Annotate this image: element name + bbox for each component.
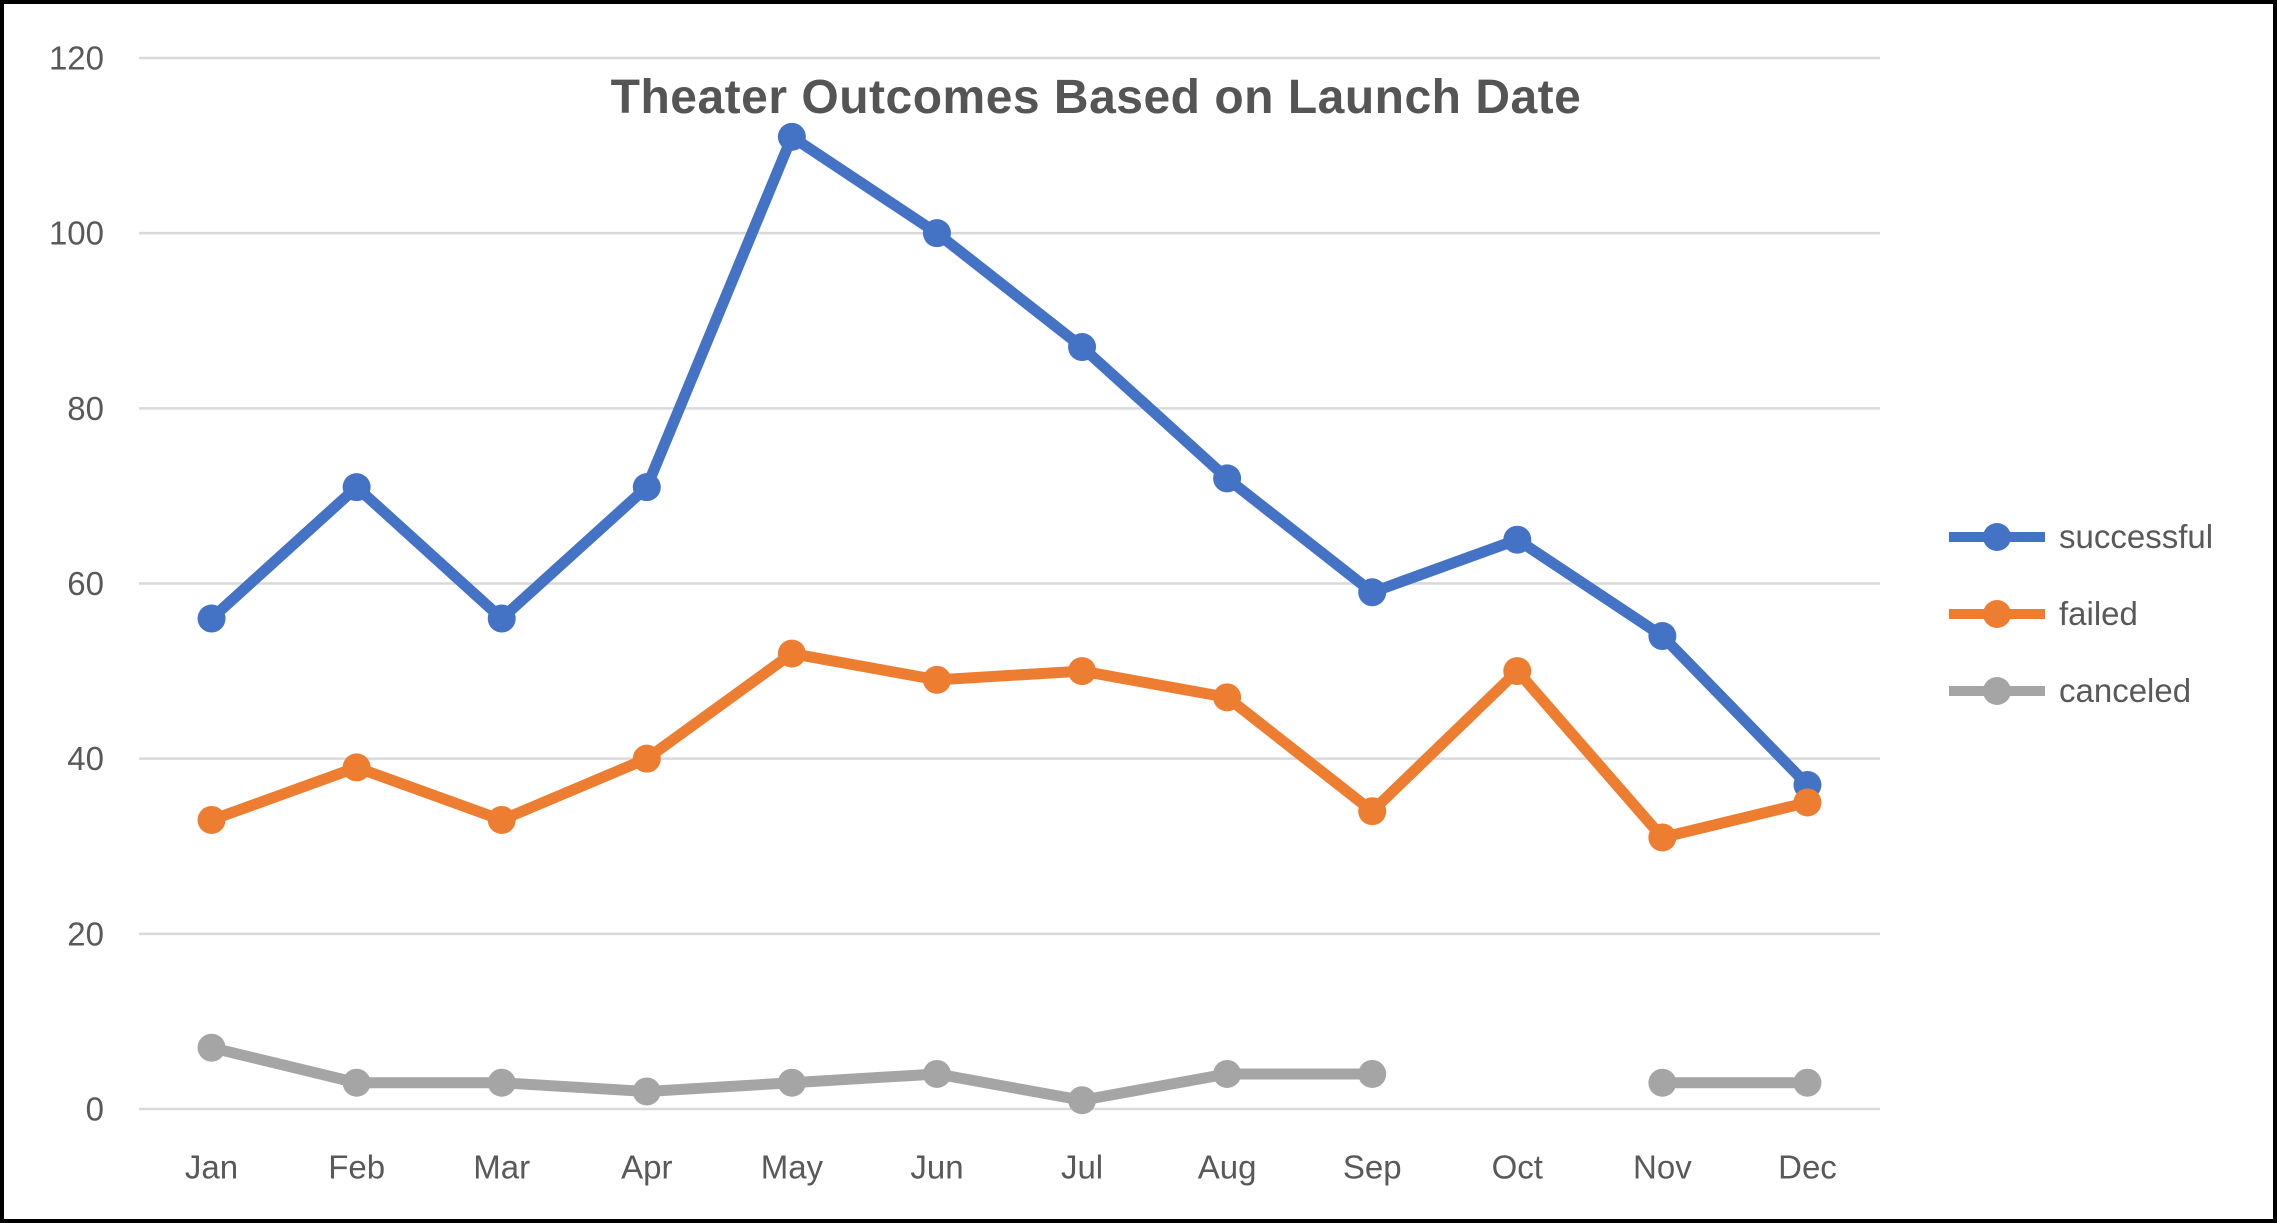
failed-point-feb <box>342 753 371 782</box>
successful-point-sep <box>1358 578 1387 607</box>
y-tick-20: 20 <box>67 915 104 952</box>
canceled-point-apr <box>632 1077 661 1106</box>
failed-legend-marker-icon <box>1949 600 2045 628</box>
legend-item-failed[interactable]: failed <box>1949 590 2213 638</box>
canceled-legend-marker-icon <box>1949 677 2045 705</box>
canceled-point-nov <box>1648 1068 1677 1097</box>
x-label-sep: Sep <box>1343 1149 1402 1186</box>
canceled-point-mar <box>487 1068 516 1097</box>
y-tick-0: 0 <box>86 1091 104 1128</box>
canceled-point-aug <box>1213 1059 1242 1088</box>
successful-point-feb <box>342 473 371 502</box>
failed-line <box>206 648 1813 843</box>
plot-area: 0 20 40 60 80 100 120 Jan Feb Mar Apr May Jun Jul Aug S… <box>49 40 1880 1186</box>
successful-line <box>206 131 1813 791</box>
failed-point-jan <box>197 805 226 834</box>
failed-point-jun <box>922 665 951 694</box>
canceled-point-jul <box>1068 1086 1097 1115</box>
x-label-jul: Jul <box>1061 1149 1103 1186</box>
canceled-point-feb <box>342 1068 371 1097</box>
failed-point-aug <box>1213 683 1242 712</box>
failed-point-mar <box>487 805 516 834</box>
successful-point-may <box>777 122 806 151</box>
legend-item-successful[interactable]: successful <box>1949 513 2213 561</box>
successful-point-mar <box>487 604 516 633</box>
failed-point-apr <box>632 744 661 773</box>
successful-point-apr <box>632 473 661 502</box>
canceled-point-sep <box>1358 1059 1387 1088</box>
failed-point-sep <box>1358 797 1387 826</box>
y-tick-60: 60 <box>67 565 104 602</box>
y-tick-120: 120 <box>49 40 104 77</box>
y-tick-100: 100 <box>49 215 104 252</box>
successful-point-jul <box>1068 333 1097 362</box>
failed-point-dec <box>1793 788 1822 817</box>
failed-point-oct <box>1503 657 1532 686</box>
canceled-point-dec <box>1793 1068 1822 1097</box>
x-label-nov: Nov <box>1633 1149 1692 1186</box>
successful-legend-marker-icon <box>1949 523 2045 551</box>
y-tick-40: 40 <box>67 740 104 777</box>
failed-point-nov <box>1648 823 1677 852</box>
y-tick-80: 80 <box>67 390 104 427</box>
x-label-jan: Jan <box>185 1149 238 1186</box>
x-label-oct: Oct <box>1492 1149 1543 1186</box>
legend-label-canceled: canceled <box>2059 672 2192 709</box>
successful-point-jun <box>922 219 951 248</box>
successful-point-jan <box>197 604 226 633</box>
legend-item-canceled[interactable]: canceled <box>1949 667 2213 715</box>
x-label-dec: Dec <box>1778 1149 1837 1186</box>
x-label-may: May <box>761 1149 824 1186</box>
x-label-feb: Feb <box>328 1149 385 1186</box>
chart-title: Theater Outcomes Based on Launch Date <box>610 71 1582 124</box>
failed-point-jul <box>1068 657 1097 686</box>
canceled-point-jan <box>197 1033 226 1062</box>
legend-label-successful: successful <box>2059 518 2214 555</box>
failed-point-may <box>777 639 806 668</box>
successful-point-nov <box>1648 622 1677 651</box>
canceled-point-jun <box>922 1059 951 1088</box>
x-label-mar: Mar <box>473 1149 530 1186</box>
x-label-aug: Aug <box>1198 1149 1257 1186</box>
successful-point-aug <box>1213 464 1242 493</box>
x-label-apr: Apr <box>621 1149 672 1186</box>
x-label-jun: Jun <box>910 1149 963 1186</box>
successful-point-oct <box>1503 525 1532 554</box>
canceled-point-may <box>777 1068 806 1097</box>
legend-label-failed: failed <box>2059 595 2138 632</box>
legend: successful failed canceled <box>1949 513 2213 715</box>
